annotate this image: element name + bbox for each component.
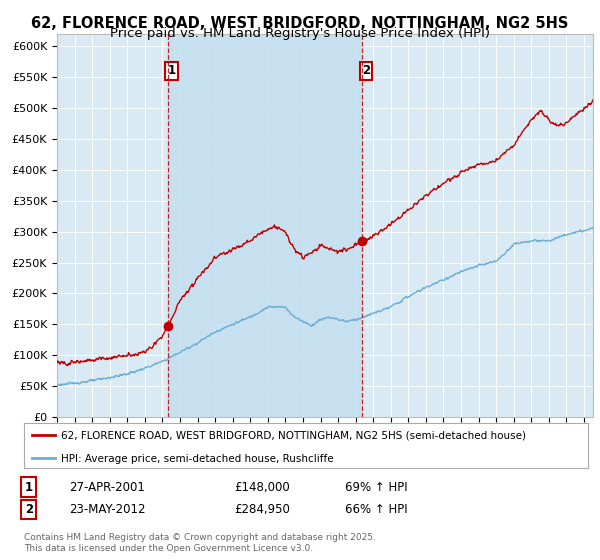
Text: Price paid vs. HM Land Registry's House Price Index (HPI): Price paid vs. HM Land Registry's House … [110,27,490,40]
Text: 1: 1 [25,480,33,494]
Text: 1: 1 [167,64,176,77]
Text: Contains HM Land Registry data © Crown copyright and database right 2025.
This d: Contains HM Land Registry data © Crown c… [24,533,376,553]
Text: 69% ↑ HPI: 69% ↑ HPI [345,480,407,494]
Text: 27-APR-2001: 27-APR-2001 [69,480,145,494]
Text: 66% ↑ HPI: 66% ↑ HPI [345,503,407,516]
Text: 23-MAY-2012: 23-MAY-2012 [69,503,146,516]
Text: 62, FLORENCE ROAD, WEST BRIDGFORD, NOTTINGHAM, NG2 5HS (semi-detached house): 62, FLORENCE ROAD, WEST BRIDGFORD, NOTTI… [61,431,526,441]
Bar [168,34,362,417]
Text: £148,000: £148,000 [234,480,290,494]
Text: £284,950: £284,950 [234,503,290,516]
Text: HPI: Average price, semi-detached house, Rushcliffe: HPI: Average price, semi-detached house,… [61,454,333,464]
Text: 62, FLORENCE ROAD, WEST BRIDGFORD, NOTTINGHAM, NG2 5HS: 62, FLORENCE ROAD, WEST BRIDGFORD, NOTTI… [31,16,569,31]
Text: 2: 2 [25,503,33,516]
Text: 2: 2 [362,64,370,77]
